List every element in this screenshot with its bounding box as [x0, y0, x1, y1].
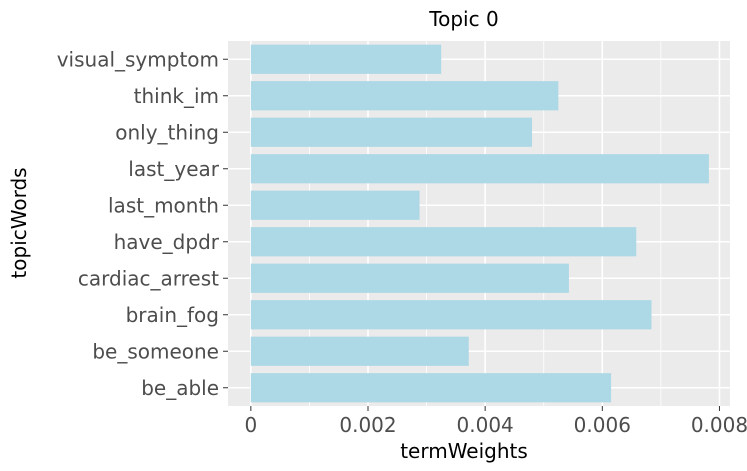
x-axis-ticks: 0 0.002 0.004 0.006 0.008 [244, 406, 747, 437]
y-axis-title: topicWords [7, 167, 31, 278]
bars [250, 44, 709, 403]
x-axis-title: termWeights [400, 439, 528, 463]
bar-last_year [250, 154, 709, 184]
y-tick-label: last_month [108, 193, 219, 217]
bar-be_able [250, 373, 612, 403]
x-tick-label: 0.004 [457, 413, 514, 437]
y-tick-label: last_year [128, 157, 219, 181]
y-axis-ticks: visual_symptom think_im only_thing last_yea… [57, 47, 228, 400]
x-tick-label: 0.002 [339, 413, 396, 437]
x-tick-label: 0.008 [691, 413, 747, 437]
bar-be_someone [250, 336, 469, 366]
chart-title: Topic 0 [428, 7, 498, 31]
bar-have_dpdr [250, 227, 637, 257]
x-tick-label: 0.006 [574, 413, 631, 437]
bar-think_im [250, 81, 559, 111]
bar-visual_symptom [250, 44, 442, 74]
y-tick-label: be_someone [92, 339, 219, 363]
bar-cardiac_arrest [250, 263, 569, 293]
y-tick-label: have_dpdr [114, 230, 220, 254]
y-tick-label: only_thing [115, 120, 219, 144]
y-tick-label: brain_fog [126, 303, 219, 327]
x-tick-label: 0 [244, 413, 257, 437]
bar-brain_fog [250, 300, 652, 330]
y-tick-label: be_able [141, 376, 219, 400]
y-tick-label: think_im [134, 84, 219, 108]
bar-only_thing [250, 117, 533, 147]
y-tick-label: visual_symptom [57, 47, 219, 71]
y-tick-label: cardiac_arrest [78, 266, 219, 290]
bar-last_month [250, 190, 420, 220]
